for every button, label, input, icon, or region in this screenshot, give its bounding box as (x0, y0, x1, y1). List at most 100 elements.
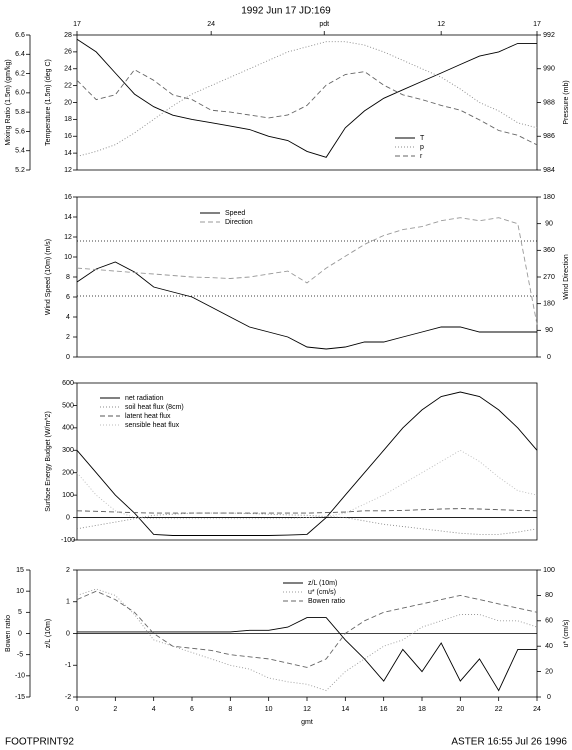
y-tick-label: 300 (62, 447, 74, 454)
y-tick-label: 0 (66, 514, 70, 521)
legend-label: r (420, 153, 423, 160)
y-tick-label: 4 (66, 314, 70, 321)
axis-label: u* (cm/s) (563, 620, 570, 648)
y-tick-label: 500 (62, 402, 74, 409)
y-tick-label: 90 (545, 327, 553, 334)
axis-label: z/L (10m) (45, 619, 52, 648)
y-tick-label: 2 (66, 334, 70, 341)
legend-label: T (420, 135, 425, 142)
y-tick-label: 180 (543, 301, 555, 308)
series-line (76, 41, 538, 157)
axis-label: Temperature (1.5m) (deg C) (45, 59, 52, 146)
y-tick-label: 6.0 (15, 90, 25, 97)
y-tick-label: -1 (65, 662, 71, 669)
y-tick-label: 60 (545, 618, 553, 625)
series-line (76, 512, 538, 535)
x-tick-label: 18 (418, 706, 426, 713)
y-tick-label: 5.6 (15, 128, 25, 135)
top-tick-label: 17 (533, 21, 541, 28)
y-tick-label: 0 (18, 630, 22, 637)
y-tick-label: 100 (543, 567, 555, 574)
y-tick-label: 0 (66, 630, 70, 637)
y-tick-label: -100 (61, 537, 75, 544)
legend-label: net radiation (125, 395, 164, 402)
x-tick-label: 2 (113, 706, 117, 713)
axis-label: Surface Energy Budget (W/m^2) (45, 411, 52, 512)
x-tick-label: 4 (152, 706, 156, 713)
y-tick-label: 6 (66, 294, 70, 301)
footer-right: ASTER 16:55 Jul 26 1996 (451, 737, 567, 748)
y-tick-label: 8 (66, 274, 70, 281)
series-line (77, 617, 537, 692)
y-tick-label: 0 (66, 354, 70, 361)
y-tick-label: 15 (16, 567, 24, 574)
plot-frame (76, 34, 538, 171)
axis-label: Wind Direction (563, 254, 570, 300)
y-tick-label: 40 (545, 643, 553, 650)
x-tick-label: 20 (456, 706, 464, 713)
y-tick-label: 6.4 (15, 51, 25, 58)
series-line (76, 261, 537, 350)
axis-label: Wind Speed (10m) (m/s) (45, 239, 52, 315)
x-axis-label: gmt (301, 719, 313, 726)
y-tick-label: 80 (545, 592, 553, 599)
y-tick-label: 200 (62, 470, 74, 477)
x-tick-label: 8 (228, 706, 232, 713)
legend-label: Speed (225, 210, 245, 217)
x-tick-label: 12 (303, 706, 311, 713)
series-line (76, 38, 537, 158)
x-tick-label: 10 (265, 706, 273, 713)
y-tick-label: 16 (64, 194, 72, 201)
y-tick-label: 14 (64, 150, 72, 157)
x-tick-label: 14 (341, 706, 349, 713)
legend-label: u* (cm/s) (308, 589, 336, 596)
series-line (76, 391, 538, 536)
legend-label: Direction (225, 219, 253, 226)
y-tick-label: 10 (64, 254, 72, 261)
y-tick-label: 22 (64, 82, 72, 89)
y-tick-label: 400 (62, 425, 74, 432)
y-tick-label: 90 (545, 221, 553, 228)
y-tick-label: 180 (543, 194, 555, 201)
y-tick-label: 2 (66, 567, 70, 574)
y-tick-label: 12 (64, 234, 72, 241)
x-tick-label: 6 (190, 706, 194, 713)
y-tick-label: 18 (64, 116, 72, 123)
top-tick-label: 24 (207, 21, 215, 28)
y-tick-label: 988 (543, 99, 555, 106)
y-tick-label: -15 (15, 694, 25, 701)
x-tick-label: 0 (75, 706, 79, 713)
legend-label: z/L (10m) (308, 580, 337, 587)
legend-label: Bowen ratio (308, 598, 345, 605)
y-tick-label: 600 (62, 380, 74, 387)
y-tick-label: 5.2 (15, 167, 25, 174)
legend-label: latent heat flux (125, 413, 171, 420)
chart-title: 1992 Jun 17 JD:169 (241, 6, 331, 17)
y-tick-label: 5.8 (15, 109, 25, 116)
x-tick-label: 24 (533, 706, 541, 713)
series-line (76, 588, 538, 692)
y-tick-label: 20 (545, 668, 553, 675)
y-tick-label: 0 (547, 354, 551, 361)
series-line (76, 590, 538, 668)
y-tick-label: 14 (64, 214, 72, 221)
legend-label: soil heat flux (8cm) (125, 404, 184, 411)
y-tick-label: 360 (543, 247, 555, 254)
plot-frame (76, 196, 538, 358)
legend-label: p (420, 144, 424, 151)
x-tick-label: 16 (380, 706, 388, 713)
y-tick-label: 984 (543, 167, 555, 174)
y-tick-label: 5.4 (15, 148, 25, 155)
y-tick-label: 270 (543, 274, 555, 281)
series-line (76, 508, 538, 514)
y-tick-label: 992 (543, 32, 555, 39)
y-tick-label: 10 (16, 588, 24, 595)
x-tick-label: 22 (495, 706, 503, 713)
top-tick-label: 17 (73, 21, 81, 28)
y-tick-label: -2 (65, 694, 71, 701)
footer-left: FOOTPRINT92 (5, 737, 74, 748)
axis-label: Pressure (mb) (563, 80, 570, 124)
series-line (76, 217, 538, 325)
y-tick-label: 6.2 (15, 70, 25, 77)
axis-label: Bowen ratio (5, 615, 12, 652)
